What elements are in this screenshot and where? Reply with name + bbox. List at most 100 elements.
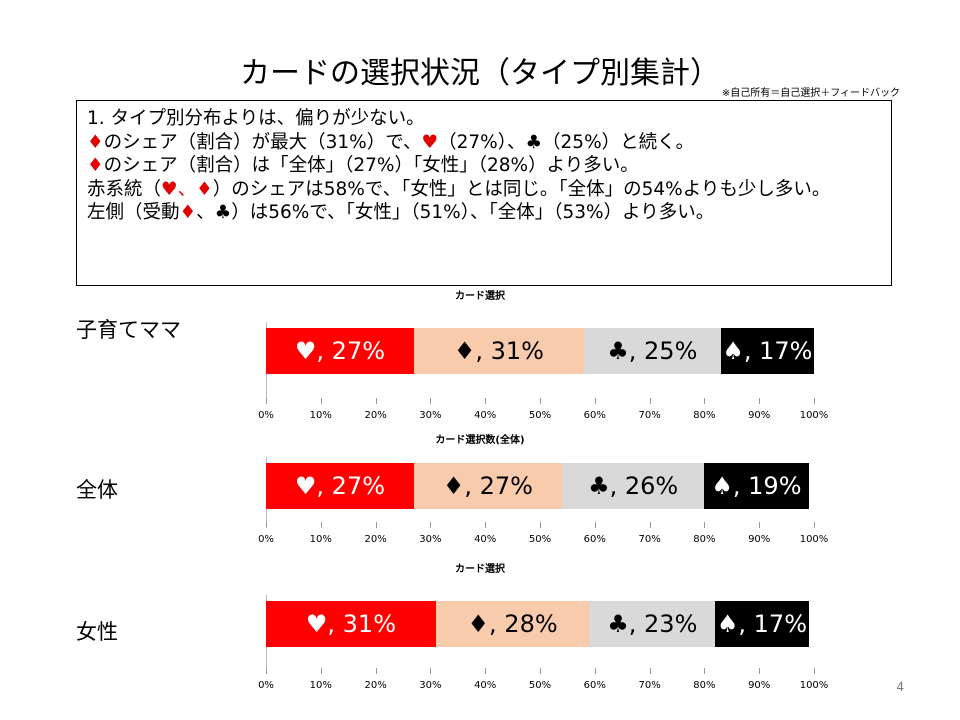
tick-mark (594, 522, 596, 528)
tick-mark (266, 398, 267, 404)
tick-label: 50% (528, 680, 552, 691)
bar-segment: ♥, 31% (266, 601, 436, 647)
data-label: ♠, 19% (711, 472, 802, 500)
data-label: ♦, 28% (467, 610, 558, 638)
bar-segment: ♣, 26% (561, 463, 705, 509)
tick-label: 10% (309, 680, 332, 691)
bar-group: ♥, 27% ♦, 27% ♣, 26% ♠, 19% (266, 463, 814, 509)
heart-diamond-icons: ♥、♦ (161, 178, 213, 200)
tick-label: 80% (693, 534, 716, 545)
tick-label: 30% (419, 410, 442, 421)
tick-label: 70% (638, 410, 661, 421)
tick-mark (759, 398, 761, 404)
tick-label: 30% (419, 534, 442, 545)
tick-label: 60% (583, 534, 606, 545)
tick-mark (704, 668, 706, 674)
tick-label: 40% (474, 534, 497, 545)
bar-segment: ♠, 19% (704, 463, 809, 509)
tick-label: 60% (583, 410, 606, 421)
tick-mark (759, 522, 761, 528)
tick-mark (540, 668, 541, 674)
tick-label: 10% (309, 410, 332, 421)
bar-segment: ♣, 25% (583, 328, 721, 374)
summary-text: のシェア（割合）は「全体」（27%）「女性」（28%）より多い。 (103, 155, 639, 176)
summary-text: のシェア（割合）が最大（31%）で、 (103, 131, 422, 153)
tick-mark (814, 668, 815, 674)
tick-label: 70% (638, 534, 661, 545)
summary-line-3: ♦のシェア（割合）は「全体」（27%）「女性」（28%）より多い。 (87, 154, 881, 178)
tick-mark (266, 668, 267, 674)
footnote-note: ※自己所有＝自己選択＋フィードバック (721, 88, 900, 99)
row-label: 全体 (76, 478, 118, 502)
bar-segment: ♠, 17% (720, 328, 814, 374)
tick-label: 20% (364, 410, 387, 421)
tick-label: 90% (748, 534, 771, 545)
tick-label: 50% (528, 410, 552, 421)
bar-segment: ♠, 17% (715, 601, 809, 647)
tick-label: 50% (528, 534, 552, 545)
tick-mark (759, 668, 761, 674)
tick-mark (375, 522, 377, 528)
data-label: ♣, 26% (588, 472, 679, 500)
tick-mark (266, 522, 267, 528)
tick-label: 20% (364, 680, 387, 691)
page-number: 4 (896, 680, 904, 694)
tick-label: 20% (364, 534, 387, 545)
chart-title: カード選択数(全体) (435, 435, 525, 446)
diamond-icon: ♦ (87, 155, 104, 176)
tick-mark (814, 398, 815, 404)
data-label: ♠, 17% (716, 610, 807, 638)
tick-label: 30% (419, 680, 442, 691)
summary-text: ）のシェアは58%で、「女性」とは同じ。「全体」の54%よりも少し多い。 (212, 178, 831, 200)
tick-label: 40% (474, 680, 497, 691)
summary-line-5: 左側（受動♦、♣）は56%で、「女性」（51%）、「全体」（53%）より多い。 (87, 201, 881, 225)
tick-mark (649, 522, 651, 528)
data-label: ♣, 23% (607, 610, 698, 638)
tick-mark (704, 398, 706, 404)
bar-segment: ♦, 27% (413, 463, 562, 509)
summary-text: 、♣）は56%で、「女性」（51%）、「全体」（53%）より多い。 (196, 202, 715, 223)
heart-icon: ♥ (421, 131, 439, 153)
row-label: 女性 (76, 620, 118, 644)
tick-label: 80% (693, 410, 716, 421)
tick-mark (704, 522, 706, 528)
summary-line-1: 1. タイプ別分布よりは、偏りが少ない。 (87, 108, 425, 129)
tick-mark (485, 398, 487, 404)
bar-segment: ♥, 27% (266, 463, 414, 509)
summary-box: 1. タイプ別分布よりは、偏りが少ない。 ♦のシェア（割合）が最大（31%）で、… (76, 100, 892, 286)
tick-label: 10% (309, 534, 332, 545)
tick-label: 90% (748, 410, 771, 421)
tick-mark (814, 522, 815, 528)
data-label: ♥, 27% (294, 337, 386, 365)
data-label: ♠, 17% (722, 337, 813, 365)
tick-mark (320, 668, 322, 674)
tick-mark (540, 398, 541, 404)
tick-mark (375, 668, 377, 674)
summary-line-2: ♦のシェア（割合）が最大（31%）で、♥（27%）、♣（25%）と続く。 (87, 131, 881, 155)
tick-label: 0% (258, 534, 274, 545)
tick-label: 60% (583, 680, 606, 691)
tick-mark (430, 668, 432, 674)
tick-mark (540, 522, 541, 528)
tick-mark (320, 398, 322, 404)
bar-group: ♥, 27% ♦, 31% ♣, 25% ♠, 17% (266, 328, 814, 374)
data-label: ♦, 27% (442, 472, 533, 500)
tick-mark (649, 668, 651, 674)
tick-label: 70% (638, 680, 661, 691)
diamond-icon: ♦ (179, 202, 197, 223)
row-label: 子育てママ (76, 318, 181, 342)
bar-segment: ♥, 27% (266, 328, 414, 374)
summary-text: （27%）、♣（25%）と続く。 (438, 131, 695, 153)
tick-mark (485, 668, 487, 674)
summary-line-4: 赤系統（♥、♦）のシェアは58%で、「女性」とは同じ。「全体」の54%よりも少し… (87, 178, 881, 202)
tick-mark (320, 522, 322, 528)
tick-mark (649, 398, 651, 404)
tick-label: 90% (748, 680, 771, 691)
diamond-icon: ♦ (87, 131, 104, 153)
bar-segment: ♦, 28% (435, 601, 590, 647)
tick-mark (430, 522, 432, 528)
tick-mark (594, 398, 596, 404)
tick-label: 100% (799, 680, 829, 691)
tick-label: 100% (799, 534, 829, 545)
tick-label: 40% (474, 410, 497, 421)
